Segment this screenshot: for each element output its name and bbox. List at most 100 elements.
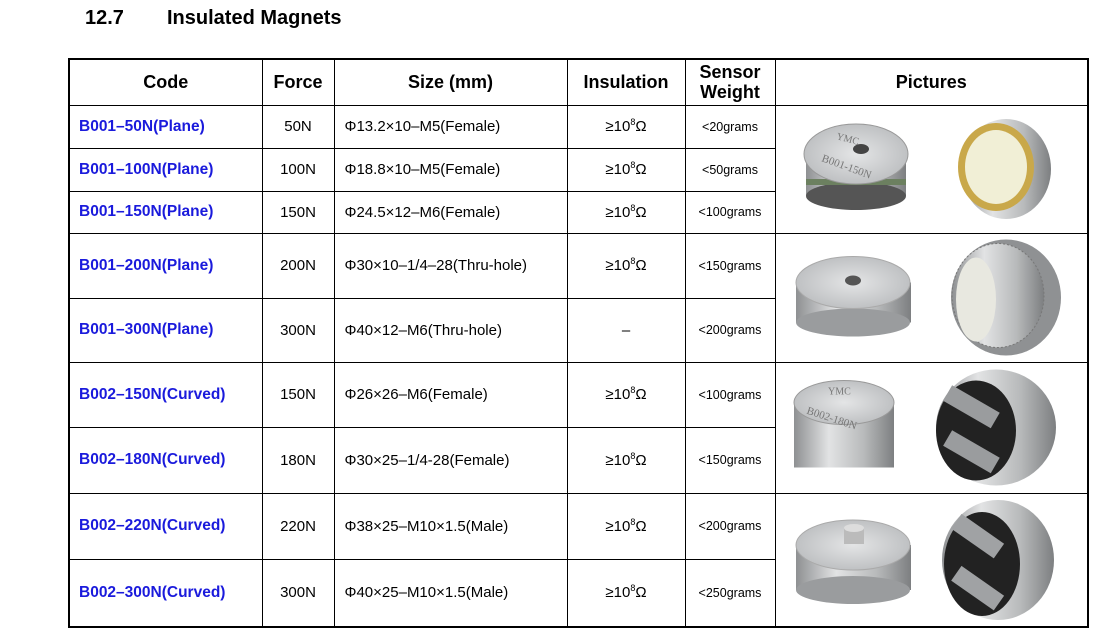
code-cell: B002–220N(Curved) xyxy=(68,492,263,560)
insulation-exponent: 8 xyxy=(630,202,636,213)
insulation-unit: Ω xyxy=(635,257,647,274)
insulation-unit: Ω xyxy=(635,451,647,469)
insulation-unit: Ω xyxy=(635,161,647,178)
magnet-round-image xyxy=(795,256,911,337)
insulation-cell: ≥108Ω xyxy=(566,426,686,494)
table-row: B001–200N(Plane) 200N Φ30×10–1/4–28(Thru… xyxy=(68,232,1089,363)
weight-cell: <250grams xyxy=(684,558,776,628)
insulation-unit: Ω xyxy=(635,517,647,535)
force-cell: 150N xyxy=(261,190,335,234)
force-cell: 100N xyxy=(261,147,335,192)
insulation-exponent: 8 xyxy=(630,385,636,395)
weight-cell: <100grams xyxy=(684,361,776,428)
insulation-exponent: 8 xyxy=(630,450,636,461)
weight-cell: <200grams xyxy=(684,492,776,560)
magnet-stud-image xyxy=(795,519,911,604)
size-cell: Φ40×12–M6(Thru-hole) xyxy=(333,297,568,363)
insulation-cell: ≥108Ω xyxy=(566,361,686,428)
insulation-value: ≥10 xyxy=(605,451,631,469)
insulation-value: ≥10 xyxy=(605,118,631,135)
weight-cell: <150grams xyxy=(684,232,776,299)
header-weight: Sensor Weight xyxy=(684,58,776,106)
insulation-value: ≥10 xyxy=(605,203,631,221)
table-row: B001–300N(Plane) 300N Φ40×12–M6(Thru-hol… xyxy=(68,297,1088,363)
weight-cell: <150grams xyxy=(684,426,776,494)
insulation-exponent: 8 xyxy=(630,256,636,266)
insulation-cell: ≥108Ω xyxy=(566,190,686,234)
insulation-unit: Ω xyxy=(635,118,647,135)
pictures-cell xyxy=(774,232,1089,363)
size-cell: Φ30×10–1/4–28(Thru-hole) xyxy=(333,232,568,299)
section-number: 12.7 xyxy=(85,7,124,29)
insulation-cell: ≥108Ω xyxy=(566,104,686,149)
size-cell: Φ38×25–M10×1.5(Male) xyxy=(333,492,568,560)
size-cell: Φ30×25–1/4-28(Female) xyxy=(333,426,568,494)
force-cell: 150N xyxy=(261,361,335,428)
weight-cell: <50grams xyxy=(684,147,776,192)
insulation-unit: Ω xyxy=(635,584,647,602)
magnet-knurled-image xyxy=(950,239,1061,356)
header-size: Size (mm) xyxy=(333,58,568,106)
code-cell: B001–300N(Plane) xyxy=(68,297,263,363)
table-row: B002–300N(Curved) 300N Φ40×25–M10×1.5(Ma… xyxy=(68,558,1088,628)
force-cell: 180N xyxy=(261,426,335,494)
code-cell: B001–50N(Plane) xyxy=(68,104,263,149)
insulation-value: ≥10 xyxy=(605,257,631,274)
header-insulation: Insulation xyxy=(566,58,686,106)
code-cell: B001–150N(Plane) xyxy=(68,190,263,234)
table-row: B002–150N(Curved) 150N Φ26×26–M6(Female)… xyxy=(68,361,1089,494)
size-cell: Φ13.2×10–M5(Female) xyxy=(333,104,568,149)
weight-cell: <200grams xyxy=(684,297,776,363)
table-row: B001–50N(Plane) 50N Φ13.2×10–M5(Female) … xyxy=(68,104,1089,234)
insulation-value: ≥10 xyxy=(605,161,631,178)
size-cell: Φ40×25–M10×1.5(Male) xyxy=(333,558,568,628)
insulation-exponent: 8 xyxy=(630,117,636,127)
table-row: B001–100N(Plane) 100N Φ18.8×10–M5(Female… xyxy=(68,147,1088,192)
pictures-cell: YMC B001-150N xyxy=(774,104,1089,234)
svg-text:YMC: YMC xyxy=(828,387,851,398)
insulation-cell: ≥108Ω xyxy=(566,232,686,299)
header-code: Code xyxy=(68,58,263,106)
code-cell: B002–180N(Curved) xyxy=(68,426,263,494)
insulation-exponent: 8 xyxy=(630,583,636,594)
header-pictures: Pictures xyxy=(774,58,1089,106)
header-force: Force xyxy=(261,58,335,106)
magnet-curved-bottom-image xyxy=(935,369,1056,486)
size-cell: Φ18.8×10–M5(Female) xyxy=(333,147,568,192)
insulation-value: ≥10 xyxy=(605,517,631,535)
insulation-value: – xyxy=(621,321,631,339)
insulation-cell: ≥108Ω xyxy=(566,558,686,628)
insulation-cell: – xyxy=(566,297,686,363)
force-cell: 300N xyxy=(261,558,335,628)
section-title: Insulated Magnets xyxy=(167,7,342,29)
header-row: Code Force Size (mm) Insulation Sensor W… xyxy=(68,58,1089,106)
magnet-hex-image: YMC B001-150N xyxy=(803,123,908,210)
magnet-curved-image: YMC B002-180N xyxy=(793,380,894,468)
code-cell: B002–150N(Curved) xyxy=(68,361,263,428)
magnet-face-image xyxy=(957,119,1051,219)
insulation-value: ≥10 xyxy=(605,584,631,602)
table-row: B002–180N(Curved) 180N Φ30×25–1/4-28(Fem… xyxy=(68,426,1088,494)
insulation-unit: Ω xyxy=(635,203,647,221)
insulation-cell: ≥108Ω xyxy=(566,147,686,192)
pictures-cell xyxy=(774,492,1089,628)
insulation-exponent: 8 xyxy=(630,160,636,170)
insulation-value: ≥10 xyxy=(605,386,631,403)
force-cell: 200N xyxy=(261,232,335,299)
force-cell: 50N xyxy=(261,104,335,149)
code-cell: B001–200N(Plane) xyxy=(68,232,263,299)
size-cell: Φ26×26–M6(Female) xyxy=(333,361,568,428)
insulation-cell: ≥108Ω xyxy=(566,492,686,560)
insulation-exponent: 8 xyxy=(630,516,636,527)
weight-cell: <20grams xyxy=(684,104,776,149)
force-cell: 220N xyxy=(261,492,335,560)
table-row: B001–150N(Plane) 150N Φ24.5×12–M6(Female… xyxy=(68,190,1088,234)
insulated-magnets-table: Code Force Size (mm) Insulation Sensor W… xyxy=(68,58,1089,628)
pictures-cell: YMC B002-180N xyxy=(774,361,1089,494)
magnet-stud-bottom-image xyxy=(941,499,1054,620)
size-cell: Φ24.5×12–M6(Female) xyxy=(333,190,568,234)
table-row: B002–220N(Curved) 220N Φ38×25–M10×1.5(Ma… xyxy=(68,492,1089,628)
insulation-unit: Ω xyxy=(635,386,647,403)
force-cell: 300N xyxy=(261,297,335,363)
weight-cell: <100grams xyxy=(684,190,776,234)
